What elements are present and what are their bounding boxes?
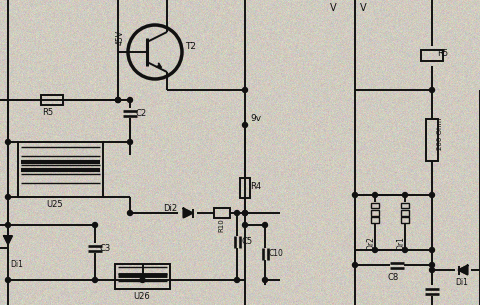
Circle shape (403, 192, 408, 198)
Text: Dr2: Dr2 (366, 236, 375, 250)
Text: R10: R10 (218, 218, 224, 232)
Polygon shape (458, 265, 468, 275)
Circle shape (93, 278, 97, 282)
Bar (214, 208, 230, 218)
Text: 200 Ohm: 200 Ohm (437, 118, 443, 150)
Text: C3: C3 (100, 244, 111, 253)
Circle shape (5, 223, 11, 228)
Circle shape (403, 247, 408, 253)
Circle shape (430, 88, 434, 92)
Circle shape (352, 192, 358, 198)
Text: 9v: 9v (250, 114, 261, 123)
Bar (240, 178, 250, 198)
Text: Dr1: Dr1 (396, 236, 405, 250)
Circle shape (263, 278, 267, 282)
Text: V: V (360, 3, 367, 13)
Bar (371, 210, 379, 216)
Circle shape (430, 267, 434, 272)
Bar (426, 119, 438, 161)
Circle shape (372, 247, 377, 253)
Bar (401, 203, 409, 208)
Circle shape (235, 278, 240, 282)
Text: U26: U26 (133, 292, 150, 301)
Circle shape (128, 139, 132, 145)
Text: C10: C10 (269, 249, 284, 258)
Circle shape (430, 192, 434, 198)
Circle shape (140, 278, 145, 282)
Bar (401, 217, 409, 223)
Text: C8: C8 (388, 273, 399, 282)
Circle shape (5, 195, 11, 199)
Text: C2: C2 (136, 109, 147, 118)
Text: R5: R5 (42, 108, 53, 117)
Text: R5: R5 (437, 49, 448, 58)
Bar (41, 95, 63, 105)
Bar (371, 217, 379, 223)
Text: 45V: 45V (116, 30, 124, 45)
Circle shape (372, 192, 377, 198)
Bar (421, 49, 443, 60)
Circle shape (116, 98, 120, 102)
Circle shape (242, 210, 248, 216)
Polygon shape (183, 209, 192, 217)
Text: Di1: Di1 (10, 260, 23, 269)
Text: T2: T2 (185, 42, 196, 51)
Text: V: V (330, 3, 336, 13)
Text: R4: R4 (250, 182, 261, 191)
Text: Di2: Di2 (163, 204, 177, 213)
Text: Di1: Di1 (455, 278, 468, 287)
Bar (115, 264, 170, 289)
Circle shape (93, 223, 97, 228)
Circle shape (352, 263, 358, 267)
Polygon shape (4, 236, 12, 244)
Bar (371, 203, 379, 208)
Circle shape (5, 139, 11, 145)
Circle shape (5, 278, 11, 282)
Text: U25: U25 (47, 200, 63, 209)
Circle shape (430, 263, 434, 267)
Text: C5: C5 (241, 237, 252, 246)
Circle shape (128, 210, 132, 216)
Circle shape (263, 223, 267, 228)
Circle shape (128, 98, 132, 102)
Bar (18, 142, 103, 197)
Circle shape (242, 123, 248, 127)
Circle shape (242, 88, 248, 92)
Bar (401, 210, 409, 216)
Circle shape (430, 247, 434, 253)
Circle shape (235, 210, 240, 216)
Circle shape (242, 210, 248, 216)
Circle shape (116, 98, 120, 102)
Circle shape (242, 223, 248, 228)
